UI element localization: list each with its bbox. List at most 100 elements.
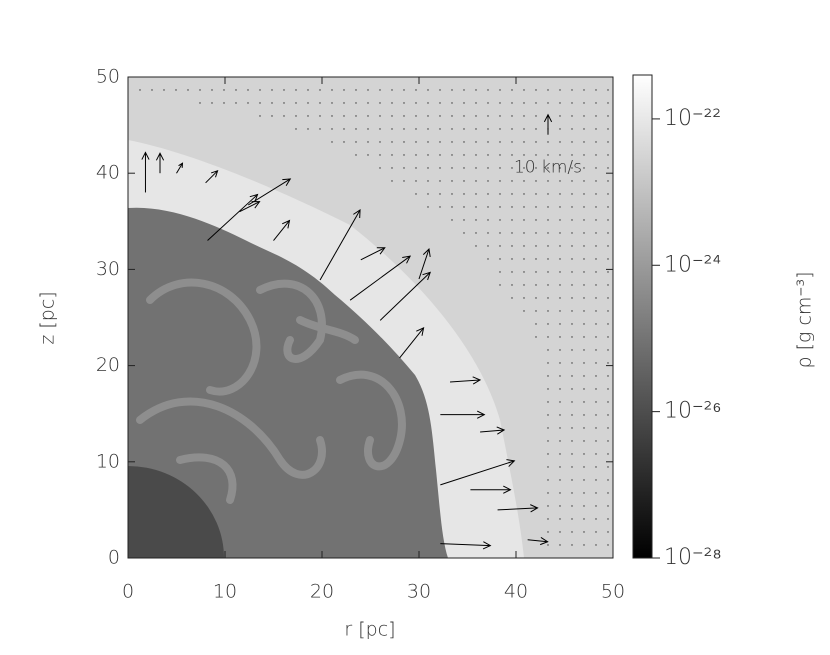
dot [559, 180, 561, 182]
dot [571, 297, 573, 299]
dot [331, 141, 333, 143]
x-axis-label: r [pc] [344, 619, 395, 641]
dot [475, 167, 477, 169]
dot [319, 89, 321, 91]
velocity-arrow [141, 151, 150, 193]
dot [595, 466, 597, 468]
dot [535, 128, 537, 130]
dot [583, 297, 585, 299]
dot [463, 232, 465, 234]
dot [535, 310, 537, 312]
dot [595, 258, 597, 260]
dot [583, 167, 585, 169]
dot [559, 206, 561, 208]
dot [559, 141, 561, 143]
velocity-arrow [418, 247, 431, 280]
dot [535, 297, 537, 299]
velocity-arrow [176, 162, 184, 174]
dot [523, 193, 525, 195]
colorbar-tick-label: 10⁻²² [664, 106, 721, 131]
dot [379, 141, 381, 143]
arrow-shaft [205, 170, 218, 184]
dot [583, 336, 585, 338]
dot [415, 154, 417, 156]
dot [571, 505, 573, 507]
dot [595, 297, 597, 299]
dot [535, 115, 537, 117]
dot [175, 89, 177, 91]
dot [607, 141, 609, 143]
dot [559, 505, 561, 507]
dot [439, 141, 441, 143]
dot [343, 115, 345, 117]
dot [499, 245, 501, 247]
dot [427, 102, 429, 104]
dot [595, 362, 597, 364]
dot [271, 89, 273, 91]
velocity-arrow [205, 170, 219, 184]
dot [355, 115, 357, 117]
dot [487, 89, 489, 91]
dot [535, 232, 537, 234]
dot [475, 219, 477, 221]
dot [547, 375, 549, 377]
arrow-head [503, 485, 512, 494]
velocity-arrow [480, 426, 506, 435]
dot [607, 544, 609, 546]
dot [211, 102, 213, 104]
dot [583, 310, 585, 312]
dot [319, 102, 321, 104]
dot [367, 128, 369, 130]
arrow-shaft [273, 220, 290, 241]
dot [367, 154, 369, 156]
dot [475, 89, 477, 91]
dot [571, 89, 573, 91]
dot [607, 466, 609, 468]
dot [547, 401, 549, 403]
dot [511, 284, 513, 286]
dot [595, 89, 597, 91]
dot [475, 180, 477, 182]
dot [451, 102, 453, 104]
dot [403, 115, 405, 117]
dot [559, 297, 561, 299]
dot [427, 128, 429, 130]
dot [487, 245, 489, 247]
plot-frame [127, 76, 614, 559]
dot [499, 89, 501, 91]
dot [607, 375, 609, 377]
dot [331, 102, 333, 104]
dot [523, 297, 525, 299]
dot [511, 141, 513, 143]
dot [571, 336, 573, 338]
dot [463, 167, 465, 169]
dot [523, 102, 525, 104]
dot [487, 102, 489, 104]
dot [547, 193, 549, 195]
dot [499, 167, 501, 169]
dot [271, 102, 273, 104]
dot [511, 219, 513, 221]
dot [559, 401, 561, 403]
dot [559, 258, 561, 260]
dot [583, 89, 585, 91]
dot [583, 284, 585, 286]
dot [583, 479, 585, 481]
dot [487, 193, 489, 195]
dot [559, 375, 561, 377]
dot [379, 128, 381, 130]
dot [319, 115, 321, 117]
colorbar [632, 74, 653, 559]
dot [427, 141, 429, 143]
dot [595, 492, 597, 494]
dot [511, 128, 513, 130]
dot [571, 219, 573, 221]
dot [283, 102, 285, 104]
dot [535, 219, 537, 221]
dot [523, 180, 525, 182]
dot [607, 271, 609, 273]
dot [571, 375, 573, 377]
velocity-arrow [239, 201, 261, 213]
dot [583, 531, 585, 533]
dot [583, 414, 585, 416]
